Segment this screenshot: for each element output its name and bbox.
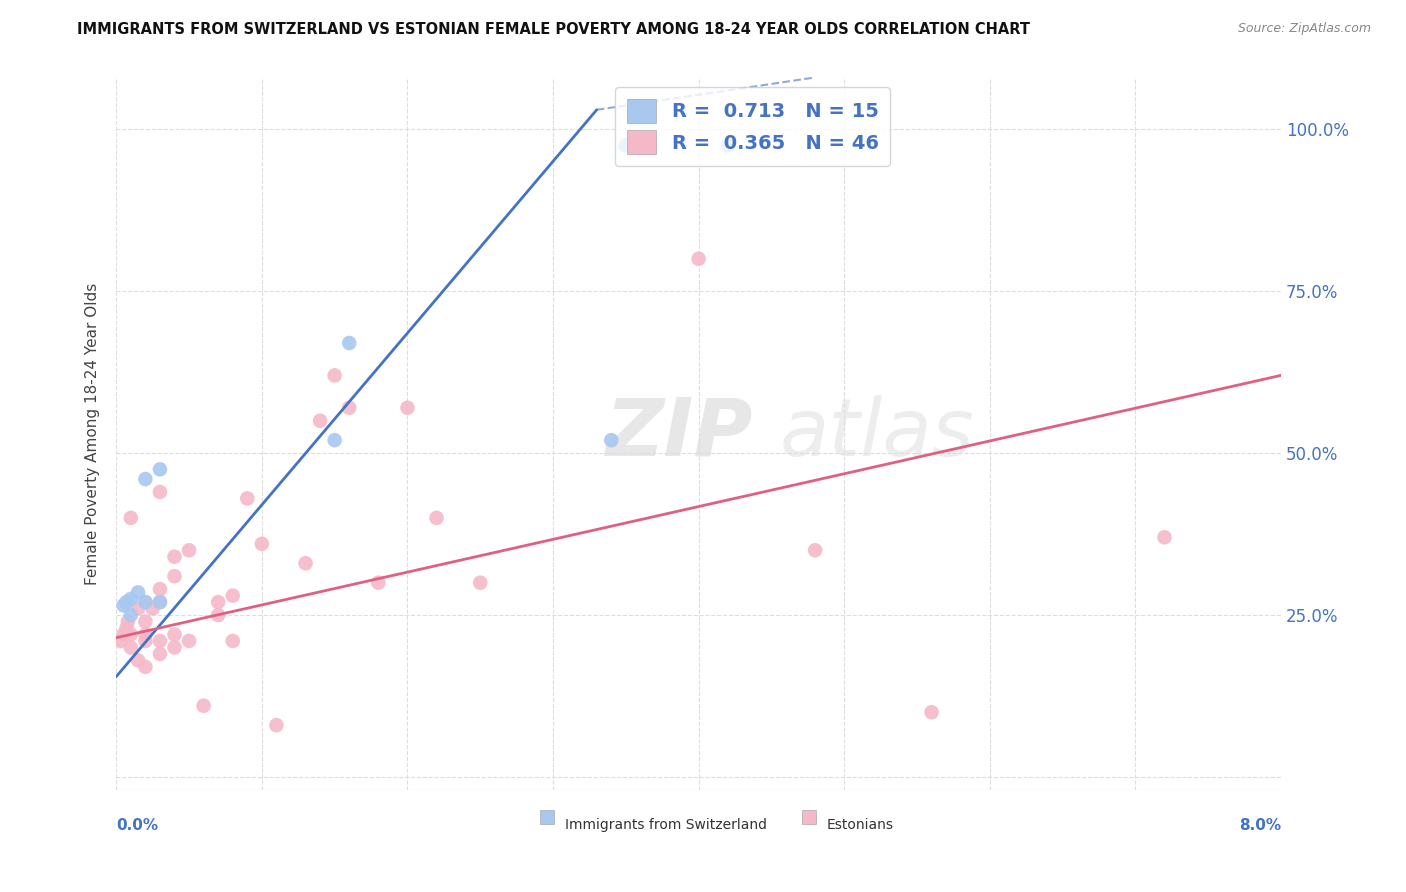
Text: IMMIGRANTS FROM SWITZERLAND VS ESTONIAN FEMALE POVERTY AMONG 18-24 YEAR OLDS COR: IMMIGRANTS FROM SWITZERLAND VS ESTONIAN … xyxy=(77,22,1031,37)
Point xyxy=(250,537,273,551)
Point xyxy=(149,582,172,596)
Point xyxy=(470,575,492,590)
Point xyxy=(163,640,186,655)
Text: Estonians: Estonians xyxy=(827,819,894,832)
Point xyxy=(149,462,172,476)
Point xyxy=(149,595,172,609)
Point xyxy=(193,698,215,713)
Point xyxy=(294,556,316,570)
Point xyxy=(112,627,135,641)
Point xyxy=(149,647,172,661)
Point xyxy=(134,595,156,609)
Point xyxy=(266,718,288,732)
Point xyxy=(614,138,637,153)
Point xyxy=(222,589,245,603)
Point xyxy=(207,608,229,623)
Point xyxy=(1153,530,1175,544)
Point xyxy=(921,705,943,719)
Point xyxy=(127,585,149,599)
Point xyxy=(614,138,637,153)
Point xyxy=(134,660,156,674)
Point xyxy=(120,640,142,655)
Point xyxy=(149,595,172,609)
Point xyxy=(163,569,186,583)
Point xyxy=(177,543,200,558)
Point xyxy=(804,543,827,558)
Point xyxy=(717,138,740,153)
Point xyxy=(337,401,360,415)
Legend: R =  0.713   N = 15, R =  0.365   N = 46: R = 0.713 N = 15, R = 0.365 N = 46 xyxy=(616,87,890,166)
Point xyxy=(149,634,172,648)
Point xyxy=(163,627,186,641)
Point xyxy=(688,252,710,266)
Point xyxy=(134,595,156,609)
Point xyxy=(323,368,346,383)
Point xyxy=(177,634,200,648)
Point xyxy=(222,634,245,648)
Point xyxy=(120,511,142,525)
Point xyxy=(134,615,156,629)
Point xyxy=(425,511,447,525)
Point xyxy=(142,601,165,615)
Point xyxy=(149,485,172,500)
Text: Source: ZipAtlas.com: Source: ZipAtlas.com xyxy=(1237,22,1371,36)
Point xyxy=(236,491,259,506)
Point xyxy=(396,401,419,415)
Point xyxy=(134,472,156,486)
Text: 0.0%: 0.0% xyxy=(117,819,159,833)
Y-axis label: Female Poverty Among 18-24 Year Olds: Female Poverty Among 18-24 Year Olds xyxy=(86,283,100,585)
Point xyxy=(309,414,332,428)
Point xyxy=(120,591,142,606)
Point xyxy=(127,653,149,667)
Point xyxy=(134,634,156,648)
Point xyxy=(600,433,623,447)
Point xyxy=(120,608,142,623)
Point xyxy=(367,575,389,590)
Point xyxy=(207,595,229,609)
Point xyxy=(127,601,149,615)
Point xyxy=(117,615,139,629)
Point xyxy=(115,621,138,635)
Point xyxy=(120,627,142,641)
Point xyxy=(112,599,135,613)
Text: ZIP: ZIP xyxy=(606,394,752,473)
Text: 8.0%: 8.0% xyxy=(1239,819,1281,833)
Point xyxy=(337,336,360,351)
Point xyxy=(134,627,156,641)
Text: Immigrants from Switzerland: Immigrants from Switzerland xyxy=(565,819,766,832)
Point xyxy=(110,634,132,648)
Point xyxy=(163,549,186,564)
Point xyxy=(323,433,346,447)
Point xyxy=(115,595,138,609)
Text: atlas: atlas xyxy=(780,394,974,473)
